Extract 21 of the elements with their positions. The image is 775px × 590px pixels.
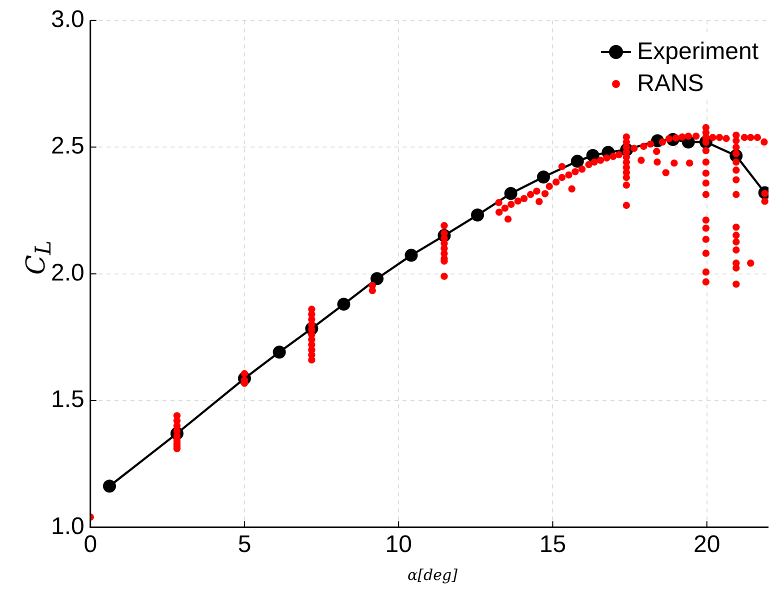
point (370, 272, 384, 286)
point (536, 170, 550, 184)
x-tick-label: 5 (238, 531, 252, 558)
y-tick-label: 1.0 (50, 512, 84, 540)
legend-label: RANS (637, 70, 704, 98)
y-tick-label: 3.0 (50, 6, 84, 34)
point (337, 298, 350, 311)
point (272, 346, 286, 359)
x-tick-label: 20 (694, 531, 720, 558)
y-tick-label: 1.5 (50, 386, 84, 414)
x-tick-label: 10 (385, 531, 412, 558)
point (102, 480, 116, 493)
point (504, 186, 518, 200)
y-tick-label: 2.5 (50, 132, 84, 160)
x-tick-label: 0 (84, 531, 98, 558)
point (570, 154, 584, 168)
x-tick-label: 15 (539, 531, 566, 558)
point (471, 208, 484, 222)
legend-label: Experiment (637, 38, 758, 66)
point (404, 248, 418, 262)
x-axis-title: α[deg] (406, 566, 458, 584)
